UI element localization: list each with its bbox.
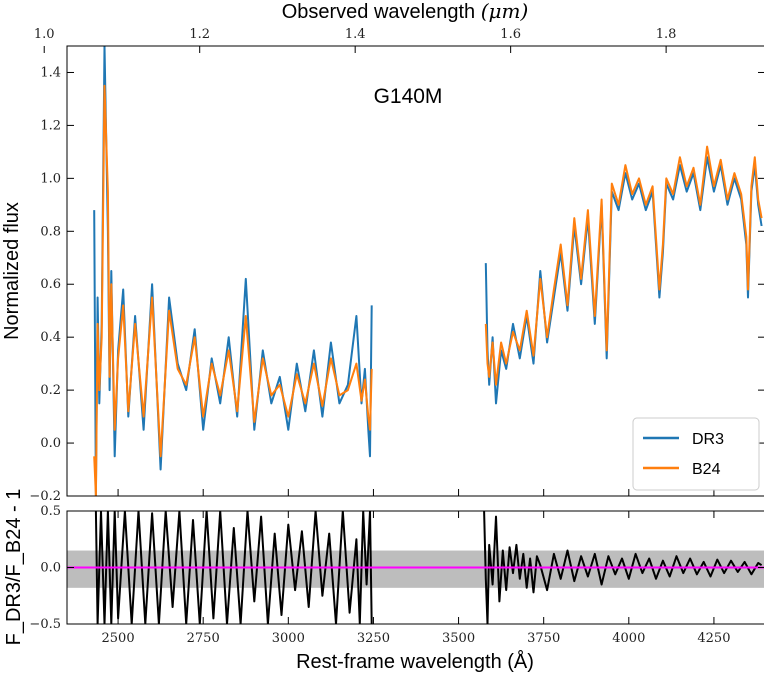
legend: DR3 B24 <box>632 417 760 491</box>
ratio-xtick-label: 3250 <box>357 631 390 646</box>
top-axis-title: Observed wavelength (μm) <box>282 0 529 23</box>
ratio-xtick-label: 4000 <box>612 631 645 646</box>
main-ytick-label: 0.2 <box>40 383 61 398</box>
ratio-series-segment-0 <box>94 511 373 624</box>
series-dr3-segment-1 <box>484 156 763 405</box>
ratio-xtick-label: 2750 <box>187 631 220 646</box>
ratio-xtick-label: 3750 <box>527 631 560 646</box>
top-tick-label: 1.2 <box>189 27 210 42</box>
ratio-ytick-label: 0.0 <box>40 561 61 576</box>
main-ytick-label: 0.8 <box>40 224 61 239</box>
main-ytick-label: −0.2 <box>29 489 61 504</box>
ratio-xtick-label: 3000 <box>272 631 305 646</box>
main-ytick-label: 1.2 <box>40 118 61 133</box>
top-axis-unit: (μm) <box>481 0 529 23</box>
series-b24-segment-1 <box>484 145 763 386</box>
top-tick-label: 1.0 <box>34 27 55 42</box>
main-ytick-label: 0.0 <box>40 436 61 451</box>
ratio-xtick-label: 2500 <box>102 631 135 646</box>
main-ytick-label: 1.4 <box>40 65 61 80</box>
top-tick-label: 1.6 <box>500 27 521 42</box>
top-tick-label: 1.8 <box>656 27 677 42</box>
main-spectrum-panel: −0.20.00.20.40.60.81.01.21.4 0.81.01.21.… <box>1 27 764 504</box>
main-ytick-label: 0.4 <box>40 330 61 345</box>
ratio-series-segment-1 <box>483 511 763 624</box>
main-ytick-label: 0.6 <box>40 277 61 292</box>
grating-label: G140M <box>374 85 443 108</box>
legend-label-dr3: DR3 <box>692 431 724 448</box>
ratio-xtick-label: 3500 <box>442 631 475 646</box>
y-axis-title-ratio: F_DR3/F_B24 - 1 <box>3 489 25 646</box>
series-b24-segment-0 <box>93 84 373 496</box>
ratio-ytick-label: 0.5 <box>40 504 61 519</box>
y-axis-title-main: Normalized flux <box>1 202 23 340</box>
x-axis-title: Rest-frame wavelength (Å) <box>296 650 534 673</box>
ratio-ytick-label: −0.5 <box>29 617 61 632</box>
ratio-panel: −0.5 0.0 0.5 2500 2750 3000 3250 3500 3750 4000 4… <box>3 489 764 673</box>
legend-label-b24: B24 <box>692 461 721 478</box>
main-ytick-label: 1.0 <box>40 171 61 186</box>
ratio-xtick-label: 4250 <box>697 631 730 646</box>
top-tick-label: 1.4 <box>345 27 366 42</box>
